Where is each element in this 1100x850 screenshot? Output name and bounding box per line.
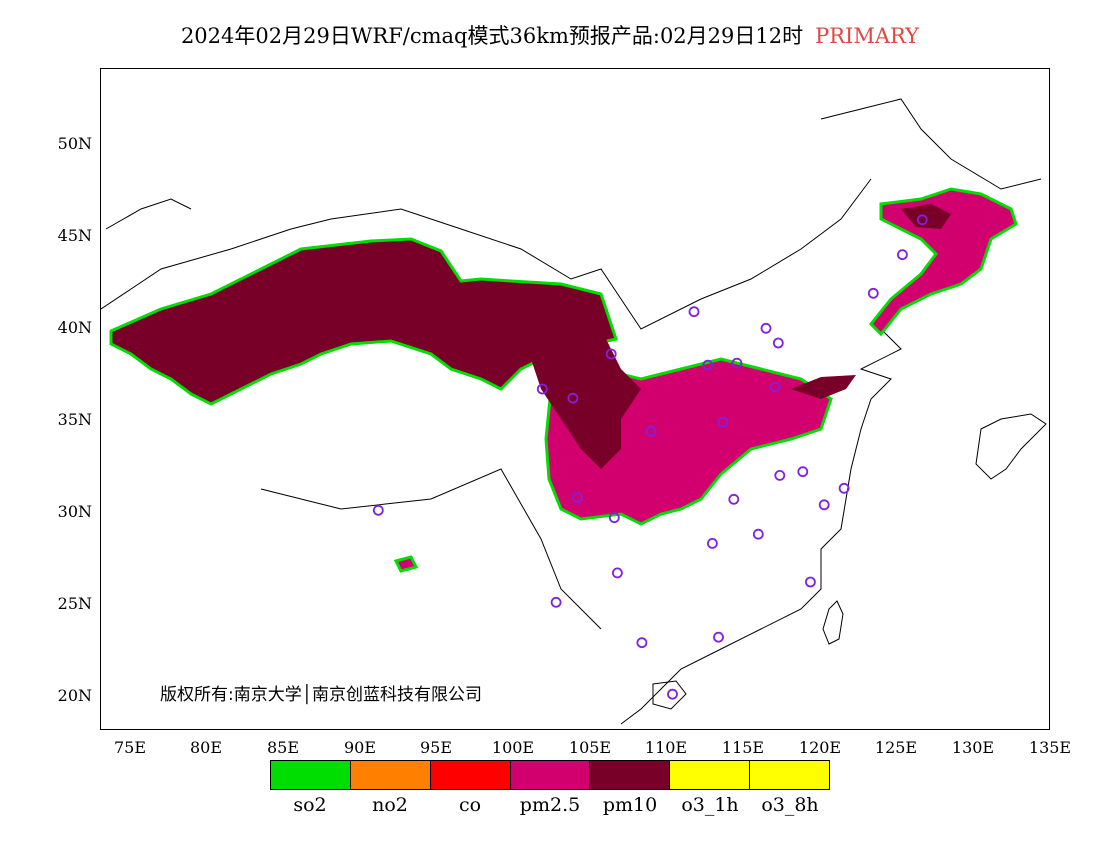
y-tick-label: 50N (57, 134, 92, 153)
station-marker (769, 381, 781, 393)
legend-labels: so2 no2 co pm2.5 pm10 o3_1h o3_8h (270, 794, 830, 816)
station-marker (867, 287, 879, 299)
legend-label: pm10 (602, 794, 658, 816)
japan-outline (975, 413, 1047, 480)
legend-label: o3_1h (681, 794, 739, 816)
station-marker (605, 348, 617, 360)
y-tick-label: 20N (57, 686, 92, 705)
station-marker (797, 466, 809, 478)
legend-swatch-so2 (271, 761, 351, 789)
taiwan-outline (822, 600, 844, 645)
station-marker (567, 392, 579, 404)
station-marker (805, 576, 816, 588)
x-tick-label: 80E (189, 738, 223, 757)
station-marker (645, 425, 657, 437)
legend-swatch-pm25 (510, 761, 591, 789)
legend-label: co (458, 794, 482, 816)
station-marker (572, 492, 583, 503)
station-marker (372, 504, 384, 516)
hainan-outline (652, 680, 687, 710)
x-tick-label: 75E (113, 738, 147, 757)
legend-swatch-co (430, 761, 511, 789)
station-marker (688, 306, 700, 318)
primary-tag: PRIMARY (815, 24, 920, 48)
station-marker (612, 567, 623, 579)
station-marker (728, 493, 740, 505)
y-tick-label: 35N (57, 410, 92, 429)
x-tick-label: 90E (343, 738, 377, 757)
station-marker (897, 249, 908, 261)
legend-swatch-o31h (670, 761, 751, 789)
legend-label: no2 (372, 794, 408, 816)
map-title: 2024年02月29日WRF/cmaq模式36km预报产品:02月29日12时 P… (0, 20, 1100, 50)
title-text: 2024年02月29日WRF/cmaq模式36km预报产品:02月29日12时 (180, 24, 804, 48)
pm10-region-coast (791, 375, 856, 399)
y-tick-label: 30N (57, 502, 92, 521)
x-tick-label: 115E (721, 738, 765, 757)
map-panel (100, 68, 1050, 730)
station-marker (536, 383, 548, 395)
pm10-region-central (531, 319, 641, 469)
pm10-region-northwest (109, 237, 618, 406)
station-marker (772, 337, 784, 349)
copyright-text: 版权所有:南京大学│南京创蓝科技有限公司 (160, 685, 482, 705)
y-tick-label: 25N (57, 594, 92, 613)
y-tick-label: 45N (57, 226, 92, 245)
pm25-region-northeast (868, 187, 1018, 337)
station-marker (838, 482, 850, 494)
pollution-fields (109, 187, 1018, 573)
x-tick-label: 135E (1028, 738, 1072, 757)
station-marker (707, 537, 718, 549)
x-tick-label: 95E (419, 738, 453, 757)
station-marker (818, 499, 830, 511)
x-tick-label: 130E (951, 738, 995, 757)
boundary-line (101, 178, 872, 630)
station-marker (636, 637, 648, 649)
station-marker (916, 214, 928, 226)
x-tick-label: 110E (644, 738, 688, 757)
station-marker (717, 416, 729, 428)
pm25-spot-south (393, 555, 419, 573)
forecast-map (101, 98, 1047, 725)
station-marker (752, 528, 764, 540)
coastline-line (620, 98, 1042, 725)
x-tick-label: 105E (568, 738, 612, 757)
station-markers (372, 214, 928, 700)
color-legend (270, 760, 830, 790)
station-marker (713, 631, 724, 643)
station-marker (774, 469, 786, 481)
station-marker (608, 512, 620, 524)
x-tick-label: 100E (491, 738, 535, 757)
station-marker (702, 359, 714, 371)
x-tick-label: 120E (798, 738, 842, 757)
legend-swatch-pm10 (590, 761, 671, 789)
legend-swatch-no2 (350, 761, 431, 789)
y-tick-label: 40N (57, 318, 92, 337)
legend-label: o3_8h (761, 794, 819, 816)
legend-swatch-o38h (750, 761, 830, 789)
legend-label: so2 (293, 794, 327, 816)
x-tick-label: 125E (874, 738, 918, 757)
x-tick-label: 85E (266, 738, 300, 757)
legend-label: pm2.5 (519, 794, 581, 816)
station-marker (667, 688, 678, 700)
station-marker (760, 322, 772, 334)
station-marker (731, 357, 743, 369)
station-marker (550, 596, 562, 608)
